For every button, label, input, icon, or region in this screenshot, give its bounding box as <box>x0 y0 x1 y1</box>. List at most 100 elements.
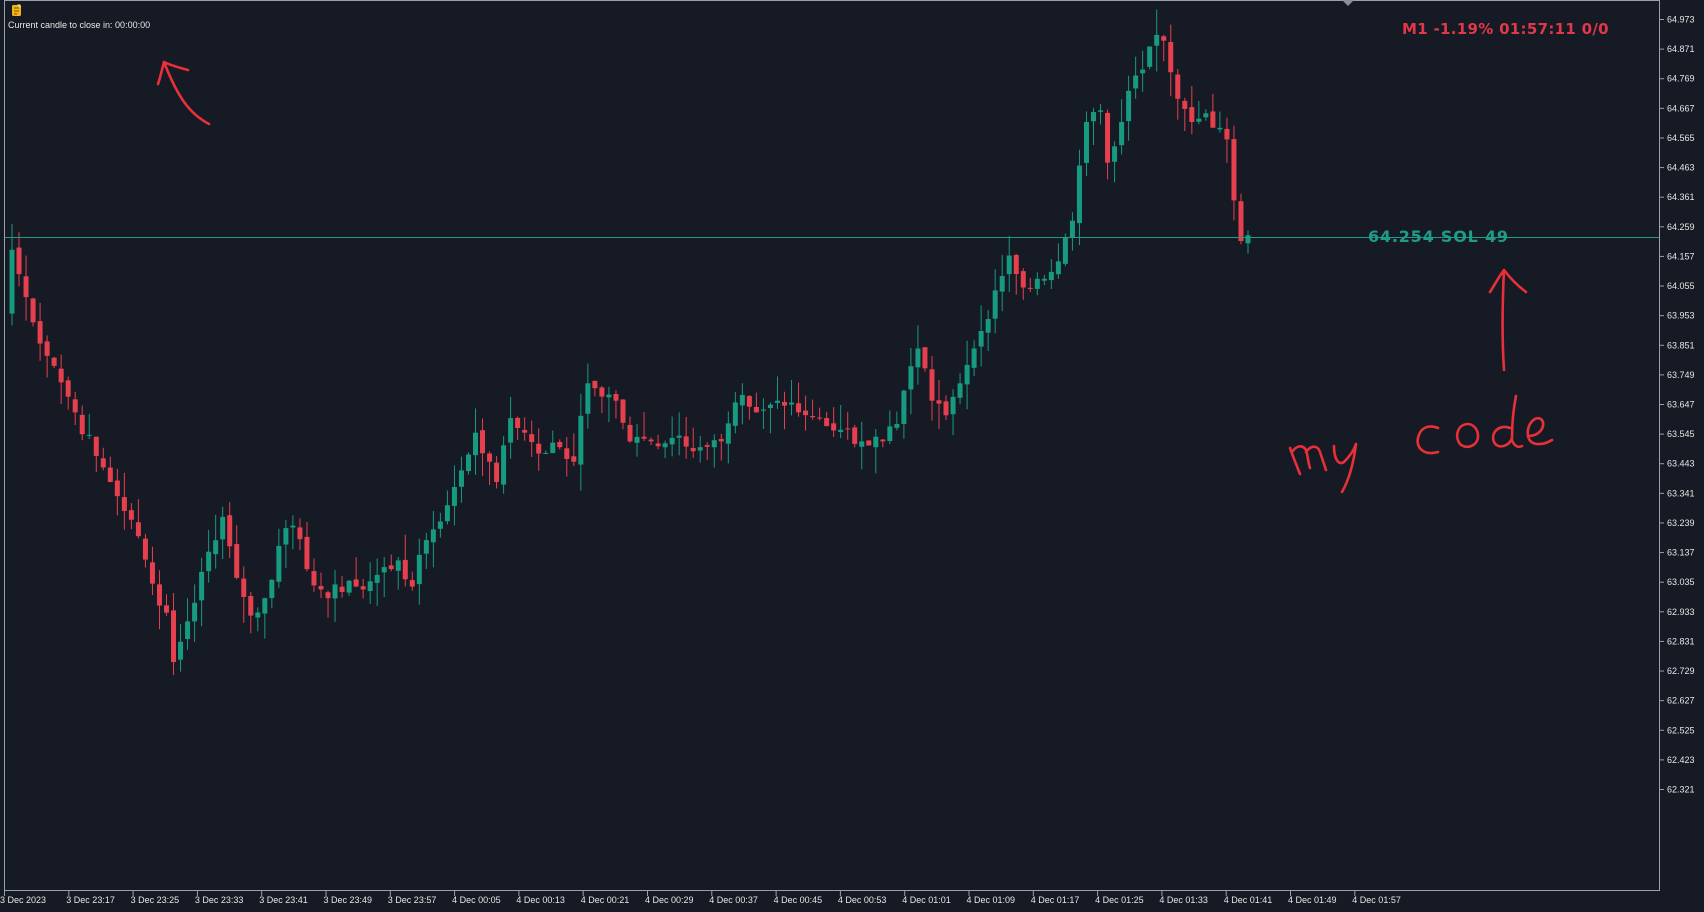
bullish-candle-body <box>255 612 261 618</box>
time-axis-label: 4 Dec 01:09 <box>967 895 1016 905</box>
price-axis-label: 63.647 <box>1667 400 1695 410</box>
bullish-candle-body <box>1245 235 1251 244</box>
bullish-candle-body <box>290 525 296 528</box>
price-axis-label: 62.729 <box>1667 666 1695 676</box>
bullish-candle-body <box>276 545 282 582</box>
bearish-candle-body <box>30 298 36 323</box>
bullish-candle-body <box>367 581 373 592</box>
time-axis-label: 4 Dec 00:37 <box>709 895 758 905</box>
bullish-candle-body <box>1048 271 1054 281</box>
price-axis[interactable]: 64.973 64.871 64.769 64.667 64.565 64.463 64.3… <box>1659 15 1695 795</box>
time-axis-label: 4 Dec 00:13 <box>516 895 565 905</box>
annotation-handwritten-c <box>1416 425 1440 455</box>
price-axis-label: 64.769 <box>1667 74 1695 84</box>
bullish-candle-body <box>332 584 338 599</box>
bearish-candle-body <box>107 467 113 483</box>
bearish-candle-body <box>93 436 99 456</box>
bearish-candle-body <box>227 515 233 547</box>
bearish-candle-body <box>234 544 240 578</box>
bearish-candle-body <box>627 424 633 442</box>
bearish-candle-body <box>114 480 120 497</box>
bullish-candle-body <box>1098 110 1104 112</box>
bullish-candle-body <box>269 579 275 599</box>
bearish-candle-body <box>1238 201 1244 242</box>
bearish-candle-body <box>943 401 949 416</box>
bearish-candle-body <box>353 579 359 587</box>
bullish-candle-body <box>887 426 893 441</box>
bearish-candle-body <box>746 395 752 407</box>
bullish-candle-body <box>1119 121 1125 146</box>
bullish-candle-body <box>1140 69 1146 74</box>
bullish-candle-body <box>501 445 507 485</box>
bullish-candle-body <box>213 540 219 555</box>
bullish-candle-body <box>508 418 514 443</box>
bullish-candle-body <box>774 400 780 403</box>
bullish-candle-body <box>985 319 991 333</box>
bullish-candle-body <box>662 443 668 448</box>
bullish-candle-body <box>1055 261 1061 275</box>
bearish-candle-body <box>135 522 141 537</box>
bearish-candle-body <box>641 436 647 439</box>
bearish-candle-body <box>409 580 415 587</box>
expert-advisor-icon[interactable] <box>11 4 23 17</box>
bullish-candle-body <box>430 529 436 543</box>
bearish-candle-body <box>1224 128 1230 140</box>
bearish-candle-body <box>164 605 169 613</box>
bearish-candle-body <box>1013 255 1019 275</box>
candles-group <box>9 9 1251 676</box>
bearish-candle-body <box>866 440 872 446</box>
bearish-candle-body <box>1231 139 1237 201</box>
bearish-candle-body <box>922 347 928 369</box>
time-axis-label: 4 Dec 01:01 <box>902 895 951 905</box>
bullish-candle-body <box>1062 237 1068 264</box>
bullish-candle-body <box>1076 165 1082 224</box>
price-axis-label: 62.933 <box>1667 607 1695 617</box>
time-axis[interactable]: 3 Dec 2023 3 Dec 23:17 3 Dec 23:25 3 Dec 23… <box>0 890 1401 905</box>
bullish-candle-body <box>1126 90 1132 122</box>
time-axis-label: 4 Dec 01:17 <box>1031 895 1080 905</box>
bullish-candle-body <box>262 598 268 614</box>
bearish-candle-body <box>100 458 106 468</box>
bullish-candle-body <box>199 571 205 601</box>
bullish-candle-body <box>423 540 429 554</box>
bullish-candle-body <box>669 437 675 445</box>
bullish-candle-body <box>789 402 795 405</box>
bearish-candle-body <box>360 586 366 590</box>
bullish-candle-body <box>676 435 682 438</box>
price-axis-label: 64.361 <box>1667 192 1695 202</box>
bullish-candle-body <box>585 383 591 414</box>
bearish-candle-body <box>121 497 127 511</box>
bullish-candle-body <box>1034 278 1040 289</box>
bullish-candle-body <box>894 423 900 428</box>
annotation-arrow-right <box>1488 268 1528 372</box>
time-axis-label: 4 Dec 01:33 <box>1159 895 1208 905</box>
price-axis-label: 63.749 <box>1667 370 1695 380</box>
bearish-candle-body <box>620 399 626 423</box>
time-axis-label: 4 Dec 01:57 <box>1352 895 1401 905</box>
bearish-candle-body <box>58 368 64 383</box>
bullish-candle-body <box>859 441 865 447</box>
bearish-candle-body <box>1105 112 1111 163</box>
bearish-candle-body <box>613 394 619 401</box>
bearish-candle-body <box>753 407 759 413</box>
bearish-candle-body <box>824 418 830 427</box>
bearish-candle-body <box>880 439 886 442</box>
price-axis-label: 63.443 <box>1667 459 1695 469</box>
bearish-candle-body <box>388 565 394 570</box>
bearish-candle-body <box>248 596 254 616</box>
bearish-candle-body <box>936 400 942 404</box>
bullish-candle-body <box>346 580 352 593</box>
candle-close-countdown: Current candle to close in: 00:00:00 <box>8 20 151 30</box>
indicator-line-label: 64.254 SOL 49 <box>1368 227 1509 246</box>
bearish-candle-body <box>557 441 563 448</box>
bullish-candle-body <box>978 331 984 347</box>
price-axis-label: 64.565 <box>1667 133 1695 143</box>
chart-shift-marker[interactable] <box>1342 0 1354 6</box>
bearish-candle-body <box>72 399 78 413</box>
price-axis-label: 64.463 <box>1667 163 1695 173</box>
bearish-candle-body <box>852 427 858 444</box>
bullish-candle-body <box>957 383 963 398</box>
price-axis-label: 62.831 <box>1667 636 1695 646</box>
